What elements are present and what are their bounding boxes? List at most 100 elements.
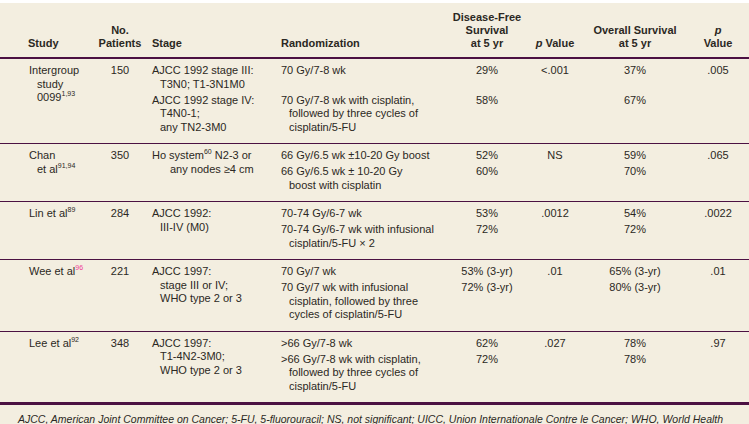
stage-cell: AJCC 1997: T1-4N2-3M0; WHO type 2 or 3 [145, 331, 275, 402]
os-cell: 70% [583, 163, 687, 202]
study-cell: Intergroup study 00991,93 [0, 58, 95, 144]
randomization-cell: >66 Gy/7-8 wk with cisplatin, followed b… [275, 350, 447, 402]
column-header-study: Study [0, 3, 95, 58]
randomization-text: 70 Gy/7 wk with infusional cisplatin, fo… [281, 281, 447, 322]
p-value-dfs-cell: <.001 [527, 58, 583, 144]
randomization-text: >66 Gy/7-8 wk with cisplatin, followed b… [281, 353, 447, 394]
randomization-cell: 70 Gy/7-8 wk with cisplatin, followed by… [275, 91, 447, 144]
os-cell: 54% [583, 202, 687, 221]
dfs-cell: 53% (3-yr) [447, 260, 527, 279]
os-cell: 78% [583, 331, 687, 350]
os-cell: 37% [583, 58, 687, 91]
randomization-cell: >66 Gy/7-8 wk [275, 331, 447, 350]
study-name: Chan et al [29, 149, 58, 175]
study-cell: Wee et al96 [0, 260, 95, 332]
dfs-cell: 52% [447, 144, 527, 163]
table-row-lee-arm1: Lee et al92 348 AJCC 1997: T1-4N2-3M0; W… [0, 331, 749, 350]
randomization-cell: 70 Gy/7-8 wk [275, 58, 447, 91]
patients-cell: 350 [95, 144, 145, 202]
study-name: Wee et al [29, 265, 75, 277]
randomization-text: 70 Gy/7-8 wk [281, 64, 447, 78]
column-header-patients-label: No. Patients [99, 24, 142, 49]
patients-cell: 284 [95, 202, 145, 260]
table-row-chan-arm1: Chan et al91,94 350 Ho system60 N2-3 or … [0, 144, 749, 163]
p-value-os-cell: .01 [687, 260, 749, 332]
p-value-os-cell: .005 [687, 58, 749, 144]
p-value-dfs-cell: NS [527, 144, 583, 202]
stage-text: Ho system [152, 149, 204, 161]
os-cell: 80% (3-yr) [583, 279, 687, 332]
dfs-cell: 53% [447, 202, 527, 221]
os-cell: 78% [583, 350, 687, 402]
stage-cell: AJCC 1992 stage III: T3N0; T1-3N1M0 [145, 58, 275, 91]
stage-cell: AJCC 1992 stage IV: T4N0-1; any TN2-3M0 [145, 91, 275, 144]
patients-cell: 348 [95, 331, 145, 402]
abbreviations-text: AJCC, American Joint Committee on Cancer… [18, 413, 723, 424]
column-header-stage: Stage [145, 3, 275, 58]
p-symbol: p [715, 24, 722, 36]
stage-cell: AJCC 1997: stage III or IV; WHO type 2 o… [145, 260, 275, 332]
p-value-dfs-cell: .01 [527, 260, 583, 332]
dfs-cell: 72% [447, 221, 527, 260]
p-value-os-cell: .065 [687, 144, 749, 202]
stage-text: AJCC 1992: III-IV (M0) [152, 207, 275, 234]
dfs-cell: 72% [447, 350, 527, 402]
column-header-dfs: Disease-Free Survival at 5 yr [447, 3, 527, 58]
clinical-trials-table-figure: Study No. Patients Stage Randomization D… [0, 0, 749, 424]
randomization-cell: 66 Gy/6.5 wk ± 10-20 Gy boost with cispl… [275, 163, 447, 202]
patients-cell: 150 [95, 58, 145, 144]
p-value-os-cell: .97 [687, 331, 749, 402]
dfs-cell: 72% (3-yr) [447, 279, 527, 332]
reference-link[interactable]: 96 [75, 264, 83, 271]
dfs-cell: 58% [447, 91, 527, 144]
reference-superscript: 89 [68, 206, 76, 213]
stage-cell: AJCC 1992: III-IV (M0) [145, 202, 275, 260]
reference-superscript: 60 [204, 148, 212, 155]
table-row-wee-arm1: Wee et al96 221 AJCC 1997: stage III or … [0, 260, 749, 279]
os-cell: 67% [583, 91, 687, 144]
column-header-p-value-dfs: p Value [527, 3, 583, 58]
study-name: Lin et al [29, 207, 68, 219]
header-row: Study No. Patients Stage Randomization D… [0, 3, 749, 58]
p-value-dfs-cell: .027 [527, 331, 583, 402]
reference-superscript: 92 [71, 336, 79, 343]
os-cell: 65% (3-yr) [583, 260, 687, 279]
column-header-patients: No. Patients [95, 3, 145, 58]
value-word: Value [704, 37, 733, 49]
stage-cell: Ho system60 N2-3 or any nodes ≥4 cm [145, 144, 275, 202]
randomized-trials-table: Study No. Patients Stage Randomization D… [0, 3, 749, 402]
study-cell: Lee et al92 [0, 331, 95, 402]
column-header-dfs-label: Disease-Free Survival at 5 yr [453, 11, 522, 49]
value-word: Value [542, 37, 574, 49]
randomization-text: >66 Gy/7-8 wk [281, 337, 447, 351]
randomization-cell: 70 Gy/7 wk with infusional cisplatin, fo… [275, 279, 447, 332]
p-value-os-cell: .0022 [687, 202, 749, 260]
randomization-cell: 70-74 Gy/6-7 wk with infusional cisplati… [275, 221, 447, 260]
patients-cell: 221 [95, 260, 145, 332]
stage-text: AJCC 1997: T1-4N2-3M0; WHO type 2 or 3 [152, 337, 275, 378]
dfs-cell: 62% [447, 331, 527, 350]
reference-superscript: 91,94 [58, 162, 76, 169]
stage-text: AJCC 1997: stage III or IV; WHO type 2 o… [152, 265, 275, 306]
study-cell: Lin et al89 [0, 202, 95, 260]
randomization-text: 70 Gy/7-8 wk with cisplatin, followed by… [281, 94, 447, 135]
os-cell: 72% [583, 221, 687, 260]
dfs-cell: 29% [447, 58, 527, 91]
os-cell: 59% [583, 144, 687, 163]
p-value-dfs-cell: .0012 [527, 202, 583, 260]
column-header-os-label: Overall Survival at 5 yr [593, 24, 676, 49]
reference-superscript: 1,93 [61, 90, 75, 97]
randomization-text: 66 Gy/6.5 wk ±10-20 Gy boost [281, 149, 447, 163]
randomization-text: 70-74 Gy/6-7 wk with infusional cisplati… [281, 223, 447, 250]
column-header-os: Overall Survival at 5 yr [583, 3, 687, 58]
randomization-text: 70 Gy/7 wk [281, 265, 447, 279]
stage-text: AJCC 1992 stage III: T3N0; T1-3N1M0 [152, 64, 275, 91]
table-row-lin-arm1: Lin et al89 284 AJCC 1992: III-IV (M0) 7… [0, 202, 749, 221]
randomization-cell: 70 Gy/7 wk [275, 260, 447, 279]
randomization-text: 70-74 Gy/6-7 wk [281, 207, 447, 221]
dfs-cell: 60% [447, 163, 527, 202]
stage-text: AJCC 1992 stage IV: T4N0-1; any TN2-3M0 [152, 94, 275, 135]
study-name: Lee et al [29, 337, 71, 349]
column-header-p-value-os: pValue [687, 3, 749, 58]
randomization-text: 66 Gy/6.5 wk ± 10-20 Gy boost with cispl… [281, 165, 447, 192]
